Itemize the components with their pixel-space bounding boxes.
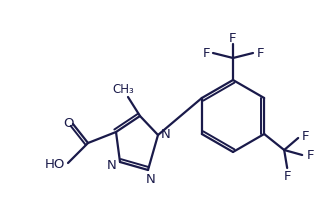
Text: CH₃: CH₃ [112, 82, 134, 95]
Text: F: F [229, 32, 237, 45]
Text: N: N [161, 127, 171, 140]
Text: F: F [256, 47, 264, 60]
Text: O: O [63, 116, 73, 129]
Text: F: F [283, 170, 291, 183]
Text: F: F [202, 47, 210, 60]
Text: F: F [302, 129, 309, 142]
Text: F: F [306, 149, 314, 162]
Text: HO: HO [45, 157, 65, 170]
Text: N: N [146, 172, 156, 185]
Text: N: N [107, 159, 117, 172]
